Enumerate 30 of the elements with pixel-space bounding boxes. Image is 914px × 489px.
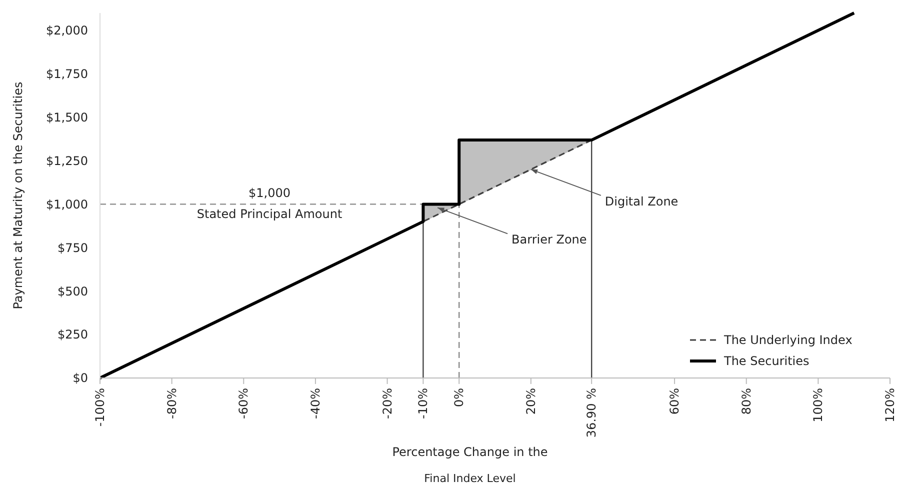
- x-tick-label: -40%: [308, 388, 322, 420]
- y-tick-label: $1,000: [46, 197, 88, 212]
- y-tick-label: $1,750: [46, 67, 88, 82]
- y-tick-label: $0: [72, 371, 88, 386]
- x-tick-label: 36.90 %: [584, 388, 599, 438]
- annotation: $1,000: [248, 186, 291, 200]
- x-tick-label: -60%: [236, 388, 251, 420]
- legend-label: The Underlying Index: [723, 333, 852, 348]
- annotation: Digital Zone: [604, 194, 678, 208]
- x-tick-label: 120%: [883, 388, 897, 422]
- y-tick-label: $1,250: [46, 154, 88, 168]
- annotation: Stated Principal Amount: [196, 207, 342, 222]
- x-tick-label: 20%: [524, 388, 538, 415]
- legend-label: The Securities: [723, 354, 810, 368]
- y-axis-title: Payment at Maturity on the Securities: [11, 82, 25, 310]
- x-tick-label: 100%: [811, 388, 826, 422]
- y-tick-label: $1,500: [46, 110, 88, 124]
- x-tick-label: -10%: [416, 388, 430, 420]
- y-tick-label: $750: [57, 240, 88, 255]
- y-tick-label: $250: [57, 328, 88, 342]
- annotation: Barrier Zone: [512, 232, 587, 247]
- x-tick-label: 0%: [452, 388, 466, 408]
- x-axis-title: Percentage Change in the Final Index Level: [392, 445, 548, 485]
- x-tick-label: -80%: [164, 388, 179, 420]
- y-tick-label: $2,000: [46, 24, 88, 38]
- x-tick-label: 60%: [668, 388, 682, 415]
- x-tick-label: 80%: [739, 388, 754, 415]
- x-tick-label: -100%: [93, 388, 107, 427]
- y-tick-label: $500: [57, 284, 88, 298]
- x-tick-label: -20%: [380, 388, 394, 420]
